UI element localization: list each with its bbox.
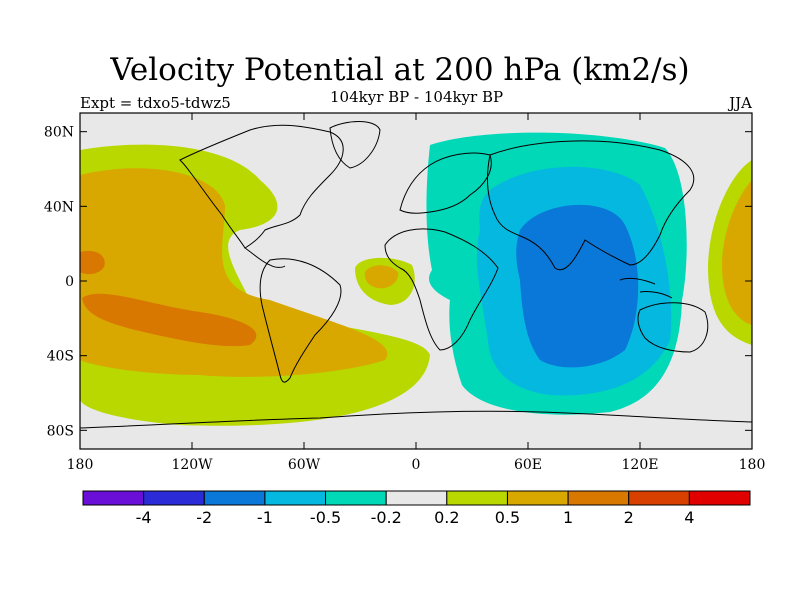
coast-asia bbox=[487, 140, 695, 271]
coast-greenland bbox=[329, 121, 381, 169]
colorbar-label: 1 bbox=[563, 508, 573, 527]
coast-indonesia bbox=[619, 277, 673, 299]
colorbar: -4 -2 -1 -0.5 -0.2 0.2 0.5 1 2 4 bbox=[82, 490, 751, 527]
positive-region-1b bbox=[82, 293, 257, 347]
x-tick-label: 120E bbox=[622, 457, 659, 473]
colorbar-label: 0.5 bbox=[495, 508, 520, 527]
y-axis: 80N 40N 0 40S 80S bbox=[44, 125, 752, 439]
colorbar-box bbox=[264, 490, 327, 506]
colorbar-box bbox=[688, 490, 751, 506]
colorbar-box bbox=[446, 490, 508, 506]
coast-europe bbox=[399, 152, 492, 214]
chart-title: Velocity Potential at 200 hPa (km2/s) bbox=[110, 52, 690, 88]
positive-region-1 bbox=[80, 250, 105, 275]
colorbar-box bbox=[385, 490, 448, 506]
coast-south-america bbox=[259, 258, 342, 383]
coast-antarctica bbox=[80, 410, 752, 429]
negative-region-1 bbox=[516, 204, 639, 368]
colorbar-box bbox=[567, 490, 630, 506]
colorbar-label: -4 bbox=[136, 508, 152, 527]
x-tick-label: 120W bbox=[171, 457, 213, 473]
colorbar-label: 0.2 bbox=[434, 508, 459, 527]
chart-subtitle: 104kyr BP - 104kyr BP bbox=[330, 88, 504, 106]
colorbar-label: -0.2 bbox=[371, 508, 402, 527]
positive-region-atlantic-0.5 bbox=[364, 265, 399, 289]
colorbar-label: 2 bbox=[624, 508, 634, 527]
coast-africa bbox=[384, 228, 499, 351]
x-tick-label: 180 bbox=[67, 457, 94, 473]
x-tick-label: 60W bbox=[288, 457, 321, 473]
coast-central-america bbox=[244, 247, 286, 268]
y-tick-label: 40S bbox=[47, 349, 74, 365]
y-tick-label: 80N bbox=[44, 125, 74, 141]
coastlines bbox=[80, 121, 752, 429]
experiment-label: Expt = tdxo5-tdwz5 bbox=[80, 94, 231, 112]
colorbar-box bbox=[203, 490, 266, 506]
positive-region-east-0.5 bbox=[722, 180, 752, 325]
y-tick-label: 0 bbox=[65, 274, 74, 290]
y-tick-label: 40N bbox=[44, 199, 74, 215]
x-tick-label: 60E bbox=[514, 457, 542, 473]
season-label: JJA bbox=[729, 94, 752, 112]
x-tick-label: 180 bbox=[739, 457, 766, 473]
y-tick-label: 80S bbox=[47, 423, 74, 439]
colorbar-box bbox=[506, 490, 569, 506]
colorbar-box bbox=[82, 490, 145, 506]
map-field bbox=[80, 113, 752, 449]
colorbar-box bbox=[325, 490, 387, 506]
coast-north-america bbox=[179, 124, 344, 249]
colorbar-label: -0.5 bbox=[310, 508, 341, 527]
colorbar-box bbox=[143, 490, 205, 506]
colorbar-box bbox=[628, 490, 690, 506]
colorbar-label: -1 bbox=[257, 508, 273, 527]
coast-australia bbox=[637, 302, 709, 353]
x-axis: 180 120W 60W 0 60E 120E 180 bbox=[67, 113, 766, 473]
colorbar-label: -2 bbox=[196, 508, 212, 527]
colorbar-label: 4 bbox=[684, 508, 694, 527]
x-tick-label: 0 bbox=[412, 457, 421, 473]
